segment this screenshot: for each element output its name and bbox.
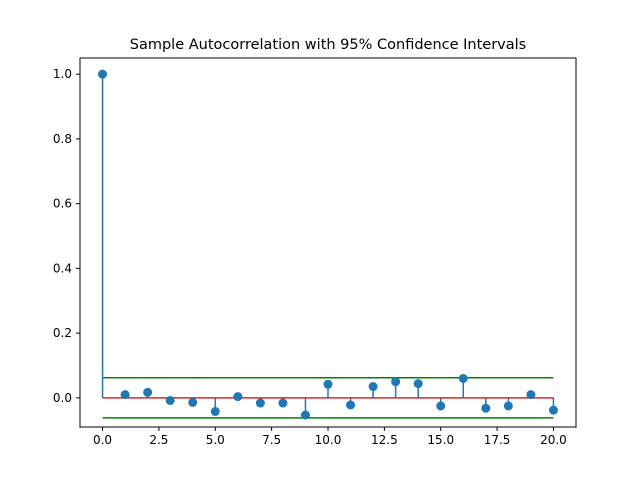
acf-point bbox=[143, 387, 153, 397]
acf-point bbox=[120, 390, 130, 400]
acf-point bbox=[368, 382, 378, 392]
y-tick-label: 0.4 bbox=[53, 261, 72, 275]
x-tick-label: 15.0 bbox=[427, 433, 454, 447]
x-tick-label: 7.5 bbox=[262, 433, 281, 447]
acf-point bbox=[165, 395, 175, 405]
x-tick-label: 17.5 bbox=[484, 433, 511, 447]
acf-point bbox=[278, 398, 288, 408]
y-tick-label: 1.0 bbox=[53, 67, 72, 81]
acf-point bbox=[188, 397, 198, 407]
y-tick-label: 0.2 bbox=[53, 326, 72, 340]
acf-point bbox=[458, 373, 468, 383]
acf-point bbox=[233, 392, 243, 402]
acf-point bbox=[391, 377, 401, 387]
acf-point bbox=[323, 379, 333, 389]
x-tick-label: 12.5 bbox=[371, 433, 398, 447]
axes: 0.0 2.5 5.0 7.5 10.0 12.5 15.0 17.5 20.0 0.0 0.2 0.… bbox=[53, 57, 577, 447]
acf-point bbox=[413, 379, 423, 389]
acf-point bbox=[210, 406, 220, 416]
x-tick-label: 0.0 bbox=[93, 433, 112, 447]
acf-point bbox=[548, 405, 558, 415]
y-tick-label: 0.0 bbox=[53, 391, 72, 405]
y-tick-label: 0.8 bbox=[53, 132, 72, 146]
acf-point bbox=[436, 401, 446, 411]
chart-title: Sample Autocorrelation with 95% Confiden… bbox=[130, 37, 526, 53]
acf-point bbox=[346, 400, 356, 410]
x-tick-label: 20.0 bbox=[540, 433, 567, 447]
plot-area bbox=[98, 69, 558, 420]
y-tick-label: 0.6 bbox=[53, 197, 72, 211]
acf-point bbox=[300, 410, 310, 420]
acf-point bbox=[255, 398, 265, 408]
x-tick-label: 10.0 bbox=[315, 433, 342, 447]
acf-point bbox=[503, 401, 513, 411]
acf-point bbox=[481, 403, 491, 413]
x-tick-label: 2.5 bbox=[149, 433, 168, 447]
acf-point bbox=[98, 69, 108, 79]
acf-point bbox=[526, 390, 536, 400]
x-tick-label: 5.0 bbox=[206, 433, 225, 447]
